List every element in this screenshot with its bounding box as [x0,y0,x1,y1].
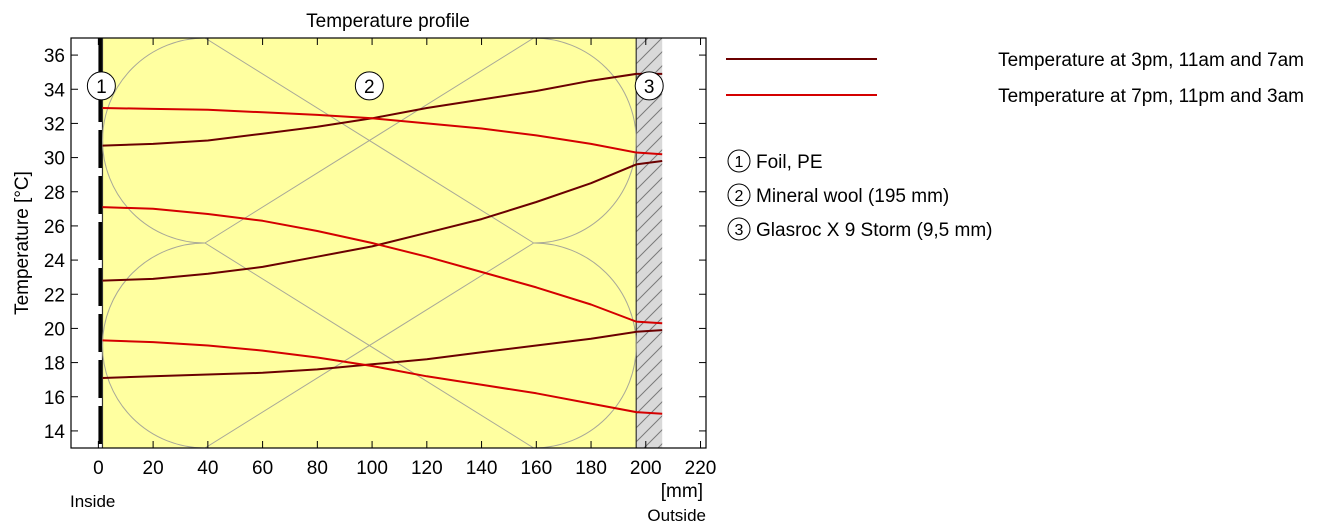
legend: Temperature at 3pm, 11am and 7am Temperat… [726,50,1304,107]
x-tick-label: 160 [520,458,552,479]
x-tick-label: 120 [411,458,443,479]
y-tick-label: 16 [44,388,65,409]
y-tick-label: 26 [44,217,65,238]
inside-label: Inside [70,492,115,511]
layer-legend-number-1: 1 [735,154,744,171]
legend-label-1: Temperature at 3pm, 11am and 7am [998,50,1304,71]
layer-number-markers: 1 2 3 [86,71,664,101]
layer-number-circle-3 [634,71,664,101]
y-tick-label: 22 [44,285,65,306]
x-tick-label: 60 [252,458,273,479]
layer-number-circle-2 [354,71,384,101]
series-lines [102,72,663,415]
series-line-5 [102,206,663,325]
y-tick-label: 18 [44,354,65,375]
series-line-4 [102,107,663,156]
y-tick-label: 20 [44,319,65,340]
layer-legend-label-2: Mineral wool (195 mm) [756,186,949,207]
layer-legend-number-3: 3 [735,222,744,239]
wool-diagonal [204,242,534,448]
wool-arc-left [102,38,205,448]
x-tick-label: 220 [685,458,717,479]
x-axis-label: [mm] [661,481,703,502]
layer-number-text-1: 1 [96,77,107,98]
y-tick-label: 34 [44,80,66,101]
series-line-2 [102,160,663,282]
mineral-wool-hatch [102,38,637,448]
x-tick-label: 80 [307,458,328,479]
layer-legend-circle-2 [727,183,751,207]
outside-label: Outside [647,506,706,524]
layer-number-text-3: 3 [644,77,655,98]
legend-label-2: Temperature at 7pm, 11pm and 3am [998,86,1304,107]
x-tick-label: 100 [356,458,388,479]
x-axis-ticks: 0 20 40 60 80 100 120 140 160 180 200 220 [93,38,716,479]
x-tick-label: 40 [197,458,218,479]
wool-diagonal [204,38,534,244]
chart-title: Temperature profile [306,11,470,32]
y-tick-label: 30 [44,149,65,170]
y-tick-label: 14 [44,422,66,443]
layer-number-text-2: 2 [364,77,375,98]
layer-legend: 1 Foil, PE 2 Mineral wool (195 mm) 3 Glasroc … [727,149,993,241]
layer-regions [98,38,663,448]
y-tick-label: 28 [44,183,65,204]
y-tick-label: 36 [44,46,65,67]
layer-legend-number-2: 2 [735,188,744,205]
layer-legend-label-1: Foil, PE [756,152,823,173]
x-tick-label: 0 [93,458,104,479]
layer-legend-circle-3 [727,217,751,241]
wool-arc-right [533,38,637,448]
x-tick-label: 200 [630,458,662,479]
x-tick-label: 20 [143,458,164,479]
layer-number-circle-1 [86,71,116,101]
x-tick-label: 140 [466,458,498,479]
y-axis-label: Temperature [°C] [12,171,33,315]
layer-legend-label-3: Glasroc X 9 Storm (9,5 mm) [756,220,993,241]
layer-region-3 [636,38,663,448]
y-tick-label: 24 [44,251,66,272]
plot-frame [70,37,707,449]
series-line-3 [102,329,663,379]
series-line-6 [102,339,663,415]
y-tick-label: 32 [44,114,65,135]
x-tick-label: 180 [575,458,607,479]
series-line-1 [102,72,663,147]
layer-legend-circle-1 [727,149,751,173]
